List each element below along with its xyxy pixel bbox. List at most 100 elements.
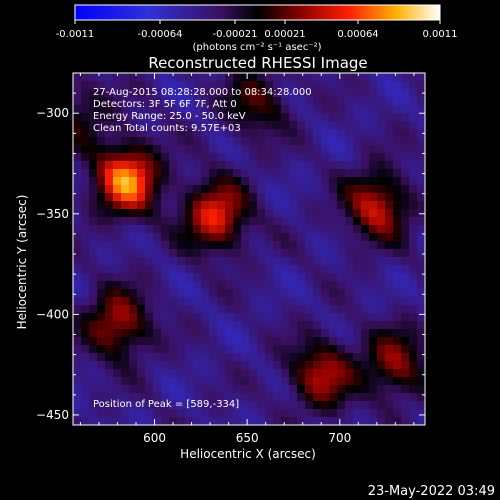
heatmap-cell — [185, 97, 194, 106]
heatmap-cell — [137, 297, 146, 306]
heatmap-cell — [145, 73, 154, 82]
heatmap-cell — [73, 297, 82, 306]
heatmap-cell — [89, 169, 98, 178]
heatmap-cell — [273, 137, 282, 146]
heatmap-cell — [121, 177, 130, 186]
heatmap-cell — [313, 353, 322, 362]
heatmap-cell — [201, 137, 210, 146]
heatmap-cell — [409, 113, 418, 122]
heatmap-cell — [401, 281, 410, 290]
heatmap-cell — [409, 145, 418, 154]
heatmap-cell — [209, 321, 218, 330]
heatmap-cell — [297, 409, 306, 418]
heatmap-cell — [345, 393, 354, 402]
heatmap-cell — [353, 281, 362, 290]
heatmap-cell — [193, 393, 202, 402]
heatmap-cell — [153, 361, 162, 370]
heatmap-cell — [281, 289, 290, 298]
heatmap-cell — [241, 105, 250, 114]
heatmap-cell — [281, 81, 290, 90]
heatmap-cell — [193, 89, 202, 98]
heatmap-cell — [209, 153, 218, 162]
heatmap-cell — [73, 97, 82, 106]
heatmap-cell — [209, 265, 218, 274]
heatmap-cell — [369, 393, 378, 402]
y-tick-label: −400 — [36, 307, 69, 321]
heatmap-cell — [209, 145, 218, 154]
heatmap-cell — [313, 401, 322, 410]
heatmap-cell — [169, 257, 178, 266]
heatmap-cell — [89, 105, 98, 114]
heatmap-cell — [81, 329, 90, 338]
heatmap-cell — [289, 121, 298, 130]
heatmap-cell — [209, 105, 218, 114]
heatmap-cell — [185, 417, 194, 425]
heatmap-cell — [281, 121, 290, 130]
heatmap-cell — [249, 241, 258, 250]
heatmap-cell — [289, 321, 298, 330]
heatmap-cell — [409, 305, 418, 314]
heatmap-cell — [113, 81, 122, 90]
heatmap-cell — [321, 121, 330, 130]
heatmap-cell — [385, 177, 394, 186]
heatmap-cell — [337, 273, 346, 282]
heatmap-cell — [361, 409, 370, 418]
heatmap-cell — [417, 145, 425, 154]
heatmap-cell — [337, 265, 346, 274]
heatmap-cell — [409, 385, 418, 394]
heatmap-cell — [225, 177, 234, 186]
y-tick-label: −300 — [36, 106, 69, 120]
heatmap-cell — [297, 169, 306, 178]
heatmap-cell — [329, 329, 338, 338]
heatmap-cell — [209, 97, 218, 106]
heatmap-cell — [193, 73, 202, 82]
heatmap-cell — [273, 297, 282, 306]
heatmap-cell — [81, 97, 90, 106]
heatmap-cell — [393, 385, 402, 394]
heatmap-cell — [201, 409, 210, 418]
heatmap-cell — [121, 241, 130, 250]
heatmap-cell — [385, 121, 394, 130]
heatmap-cell — [145, 193, 154, 202]
heatmap-cell — [265, 353, 274, 362]
heatmap-cell — [113, 409, 122, 418]
heatmap-cell — [121, 297, 130, 306]
heatmap-cell — [137, 145, 146, 154]
heatmap-cell — [417, 241, 425, 250]
heatmap-cell — [233, 185, 242, 194]
heatmap-cell — [377, 369, 386, 378]
heatmap-cell — [177, 409, 186, 418]
heatmap-cell — [257, 289, 266, 298]
heatmap-cell — [305, 177, 314, 186]
heatmap-cell — [409, 377, 418, 386]
heatmap-cell — [225, 313, 234, 322]
heatmap-cell — [385, 401, 394, 410]
heatmap-cell — [161, 257, 170, 266]
heatmap-cell — [393, 305, 402, 314]
heatmap-cell — [233, 297, 242, 306]
heatmap-cell — [225, 81, 234, 90]
heatmap-cell — [409, 265, 418, 274]
heatmap-cell — [193, 201, 202, 210]
heatmap-cell — [417, 89, 425, 98]
heatmap-cell — [73, 289, 82, 298]
heatmap-cell — [81, 409, 90, 418]
heatmap-cell — [89, 217, 98, 226]
heatmap-cell — [249, 297, 258, 306]
heatmap-cell — [153, 161, 162, 170]
heatmap-cell — [153, 185, 162, 194]
heatmap-cell — [185, 233, 194, 242]
heatmap-cell — [305, 257, 314, 266]
heatmap-cell — [281, 353, 290, 362]
heatmap-cell — [145, 297, 154, 306]
heatmap-cell — [377, 193, 386, 202]
heatmap-cell — [121, 217, 130, 226]
heatmap-cell — [113, 161, 122, 170]
heatmap-cell — [289, 113, 298, 122]
heatmap-cell — [113, 297, 122, 306]
heatmap-cell — [321, 209, 330, 218]
heatmap-cell — [161, 201, 170, 210]
heatmap-cell — [73, 377, 82, 386]
heatmap-cell — [385, 321, 394, 330]
heatmap-cell — [97, 113, 106, 122]
